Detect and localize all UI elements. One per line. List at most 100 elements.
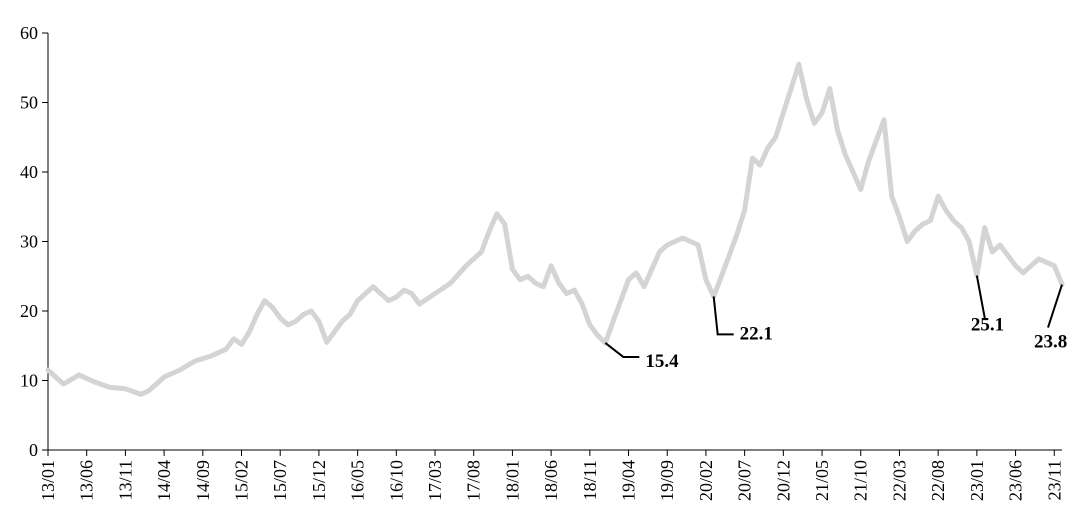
data-point [542,285,545,288]
data-point [720,275,723,278]
data-point [596,334,599,337]
x-tick-label: 16/05 [348,460,368,501]
annotation-leader [604,342,640,358]
data-point [526,275,530,278]
data-point [395,295,398,299]
data-point [635,271,638,274]
data-point [371,285,375,288]
series-layer [45,61,1065,397]
annotation-label: 15.4 [645,351,679,372]
y-tick-label: 60 [20,23,38,43]
data-point [642,285,646,288]
data-point [325,341,328,344]
data-point [967,240,971,243]
data-point [178,368,181,372]
x-tick-label: 13/01 [38,460,58,501]
x-tick-label: 23/06 [1006,460,1026,501]
data-point [124,387,127,390]
data-point [758,163,762,167]
data-point [271,306,274,309]
data-point [867,160,870,163]
data-point [155,382,158,386]
x-tick-label: 18/06 [541,460,561,501]
data-point [402,288,406,292]
data-point [348,313,352,316]
data-point [1014,264,1017,267]
x-tick-label: 18/11 [580,460,600,500]
data-point [488,229,491,233]
annotation-label: 25.1 [971,315,1004,336]
x-tick-label: 21/05 [812,460,832,501]
x-tick-label: 20/12 [773,460,793,501]
data-point [495,212,499,215]
y-tick-label: 50 [20,93,38,113]
x-tick-label: 23/11 [1044,460,1064,500]
x-tick-label: 17/03 [425,460,445,501]
data-point [650,268,653,271]
data-point [333,330,336,334]
data-point [317,320,321,323]
data-point [93,380,96,384]
data-point [859,188,862,191]
data-point [782,111,785,115]
data-point [944,209,948,212]
x-tick-label: 20/07 [735,460,755,501]
data-point [828,87,831,90]
data-point [549,264,553,267]
data-point [952,219,955,222]
data-point [851,170,855,174]
data-point [108,386,112,389]
data-point [46,368,50,372]
data-point [503,222,506,226]
data-point [519,278,522,281]
data-point [619,299,622,302]
data-point [805,97,808,101]
data-point [224,348,228,351]
data-point [340,320,344,323]
data-point [294,320,297,323]
data-point [263,299,266,302]
data-point [193,359,197,363]
data-point [77,373,81,377]
x-tick-label: 14/04 [154,460,174,501]
x-tick-label: 16/10 [386,460,406,501]
data-point [697,243,700,247]
data-point [588,323,591,327]
x-tick-label: 19/09 [657,460,677,501]
annotation-leader [1047,284,1063,328]
data-point [464,264,468,267]
data-point [511,268,514,271]
series-line [45,61,1065,397]
data-point [836,129,839,132]
data-point [1029,264,1033,267]
data-point [704,278,708,281]
x-axis: 13/01 13/06 13/11 14/04 14/09 15/02 15/07 15/12… [38,449,1064,501]
data-point [960,226,963,229]
y-tick-label: 40 [20,162,38,182]
data-point [743,209,746,212]
data-point [890,195,893,198]
data-point [627,278,630,281]
data-point [751,156,754,160]
data-point [898,216,901,219]
x-tick-label: 19/04 [619,460,639,501]
data-point [882,118,886,122]
data-point [565,292,568,295]
data-point [433,292,437,295]
data-point [232,337,235,340]
data-point [929,219,932,222]
x-tick-label: 15/02 [232,460,252,501]
data-point [998,243,1002,247]
data-point [797,63,800,66]
x-tick-label: 23/01 [967,460,987,501]
data-point [813,122,816,125]
data-point [913,229,917,233]
data-point [356,299,359,302]
data-point [534,282,537,285]
data-point [1045,261,1048,264]
x-tick-label: 13/06 [77,460,97,501]
annotation-label: 22.1 [740,323,773,344]
data-point [611,320,615,323]
data-point [286,323,290,327]
